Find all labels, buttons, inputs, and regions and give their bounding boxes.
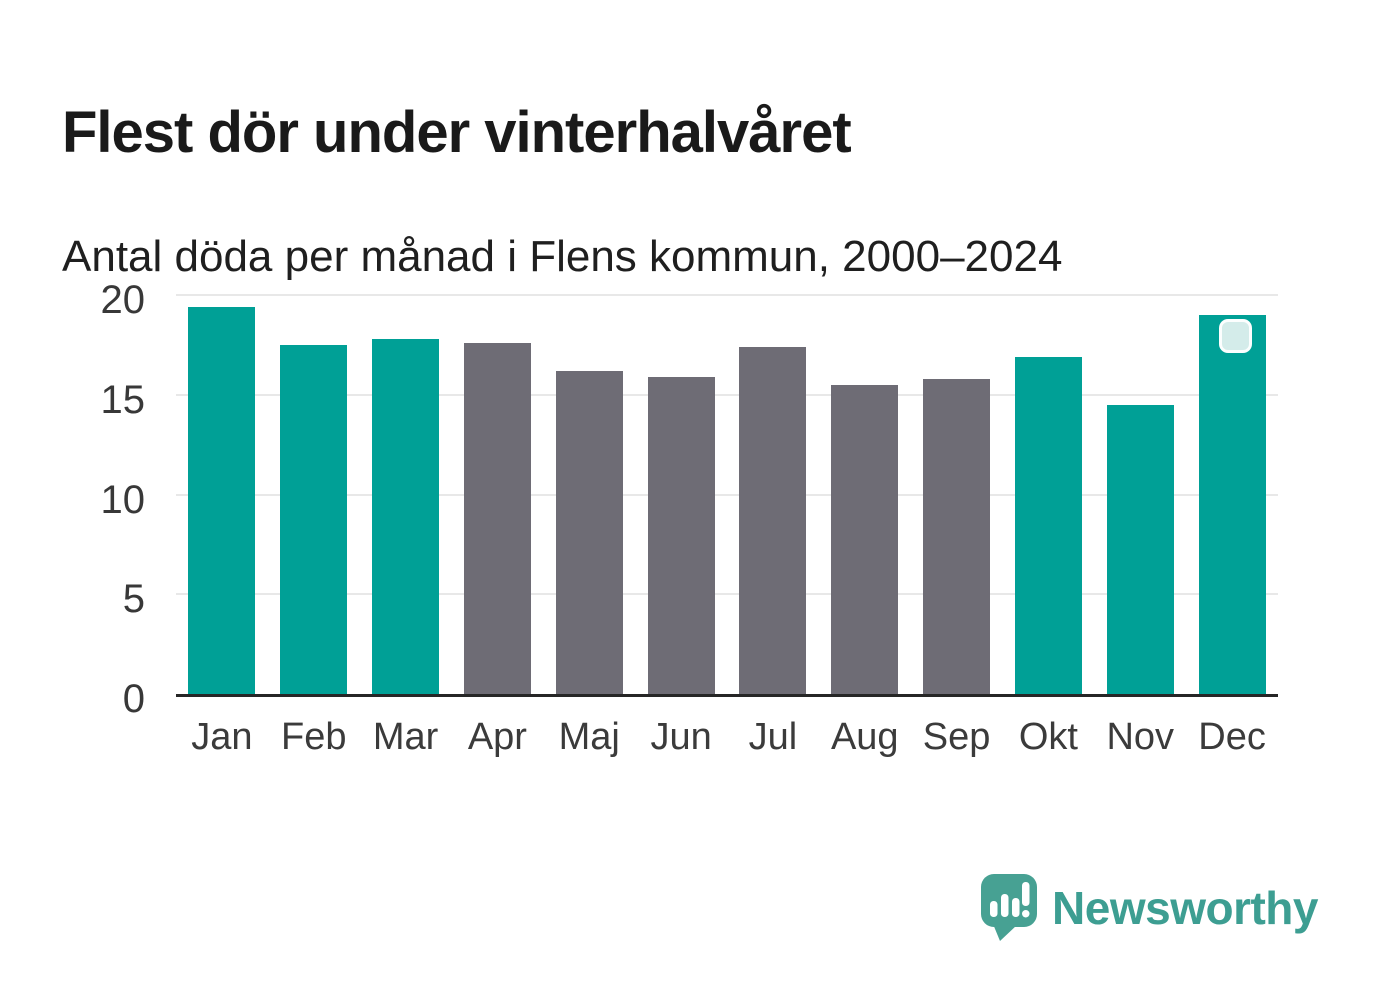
bar-jun[interactable]	[647, 376, 715, 694]
y-tick-label-5: 5	[122, 577, 145, 622]
x-tick-label-jan: Jan	[191, 716, 253, 758]
bar-dec[interactable]	[1198, 314, 1266, 694]
y-tick-label-10: 10	[100, 477, 146, 522]
bar-apr[interactable]	[463, 342, 531, 694]
y-tick-label-0: 0	[122, 677, 145, 721]
bar-nov[interactable]	[1106, 404, 1174, 694]
bar-aug[interactable]	[831, 384, 899, 694]
y-tick-label-15: 15	[100, 377, 146, 422]
brand-name: Newsworthy	[1052, 882, 1318, 934]
gridline-5	[176, 593, 1278, 596]
newsworthy-logo-icon	[981, 874, 1038, 942]
x-tick-label-maj: Maj	[558, 716, 620, 758]
bar-okt[interactable]	[1014, 356, 1082, 694]
bar-mar[interactable]	[372, 338, 440, 694]
x-tick-label-jul: Jul	[748, 716, 798, 758]
x-tick-label-nov: Nov	[1106, 716, 1175, 758]
bar-feb[interactable]	[280, 344, 348, 694]
gridline-20	[176, 294, 1278, 296]
x-axis-line	[176, 694, 1278, 697]
chart-title: Flest dör under vinterhalvåret	[62, 99, 852, 165]
x-tick-label-apr: Apr	[467, 716, 527, 758]
x-tick-label-feb: Feb	[281, 716, 347, 758]
bar-sep[interactable]	[923, 378, 991, 694]
gridline-15	[176, 393, 1278, 396]
bar-jan[interactable]	[188, 306, 256, 694]
x-tick-label-jun: Jun	[650, 716, 712, 758]
gridline-10	[176, 493, 1278, 496]
x-tick-label-aug: Aug	[830, 716, 899, 758]
bar-jul[interactable]	[739, 346, 807, 694]
cursor-marker	[1219, 319, 1252, 353]
brand-footer: Newsworthy	[981, 874, 1318, 942]
y-tick-label-20: 20	[100, 278, 146, 322]
bar-maj[interactable]	[555, 370, 623, 694]
x-tick-label-okt: Okt	[1018, 716, 1078, 758]
x-tick-label-mar: Mar	[372, 716, 439, 758]
chart-subtitle: Antal döda per månad i Flens kommun, 200…	[62, 232, 1063, 281]
x-tick-label-dec: Dec	[1198, 716, 1266, 758]
x-tick-label-sep: Sep	[922, 716, 991, 758]
